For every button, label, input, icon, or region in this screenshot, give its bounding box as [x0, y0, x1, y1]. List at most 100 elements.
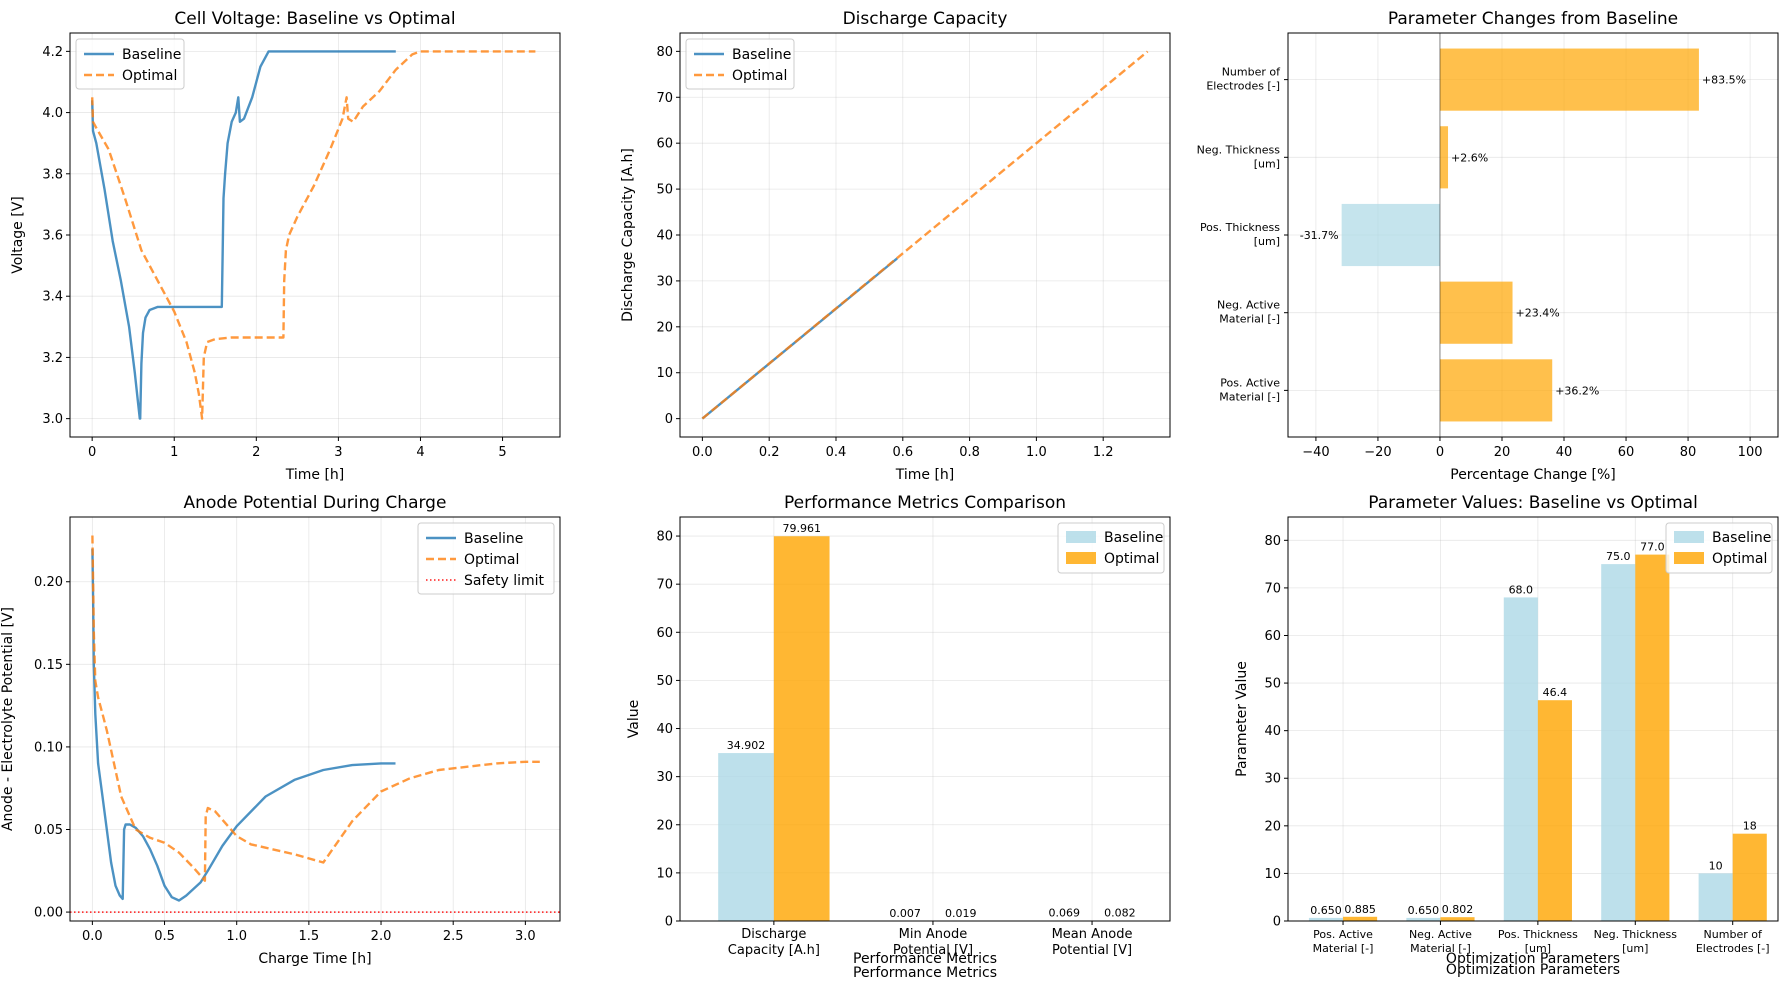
category-label: Material [-]: [1410, 942, 1471, 955]
y-tick-label: 3.8: [42, 167, 63, 182]
category-label: Material [-]: [1313, 942, 1374, 955]
legend-label: Optimal: [1104, 551, 1159, 567]
y-tick-label: 30: [656, 770, 673, 785]
series-line-optimal: [91, 50, 536, 420]
x-tick-label: 60: [1618, 445, 1635, 460]
y-tick-label: 0: [665, 412, 673, 427]
category-label: Mean Anode: [1052, 927, 1133, 942]
legend-label: Optimal: [1712, 551, 1767, 567]
x-axis-label: Performance Metrics: [853, 951, 997, 967]
legend-box: [685, 38, 795, 90]
bar-baseline: [1308, 917, 1344, 921]
bar-baseline: [718, 753, 774, 921]
y-tick-label: 70: [656, 91, 673, 106]
x-axis-label: Time [h]: [285, 467, 345, 483]
chart-title: Anode Potential During Charge: [184, 493, 447, 513]
bar-value-label: -31.7%: [1300, 229, 1339, 242]
y-tick-label: 20: [656, 818, 673, 833]
x-tick-label: −20: [1364, 445, 1391, 460]
category-label: Pos. Thickness: [1498, 928, 1578, 941]
x-tick-label: 3.0: [515, 929, 536, 944]
bar-value-label: 77.0: [1640, 541, 1665, 554]
legend-box: [75, 38, 185, 90]
y-tick-label: 4.2: [42, 45, 63, 60]
bar-value-label: +83.5%: [1702, 74, 1746, 87]
bar-optimal: [1635, 554, 1670, 921]
x-axis-label: Optimization Parameters: [1446, 962, 1620, 978]
x-axis-label: Performance Metrics: [853, 965, 997, 981]
y-tick-label: 0.20: [34, 575, 63, 590]
legend-label: Baseline: [464, 531, 523, 547]
chart-discharge-capacity: Discharge Capacity Time [h] Discharge Capa…: [620, 9, 1171, 483]
x-tick-label: 1.0: [226, 929, 247, 944]
chart-title: Discharge Capacity: [843, 9, 1008, 29]
bar: [1439, 48, 1699, 111]
bar-value-label: +36.2%: [1555, 384, 1599, 397]
y-tick-label: 80: [656, 530, 673, 545]
y-tick-label: 60: [1264, 629, 1281, 644]
bar-optimal: [1440, 917, 1475, 921]
legend-label: Baseline: [1712, 530, 1771, 546]
bar: [1439, 281, 1513, 344]
axes-frame: [69, 516, 561, 922]
x-tick-label: 0.6: [892, 445, 913, 460]
y-tick-label: 0.10: [34, 740, 63, 755]
chart-title: Parameter Changes from Baseline: [1388, 9, 1678, 29]
chart-parameter-values: Parameter Values: Baseline vs Optimal Opt…: [1234, 493, 1779, 978]
bar-value-label: 0.069: [1048, 907, 1080, 920]
bar-value-label: 68.0: [1509, 583, 1534, 596]
bar-baseline: [1503, 597, 1538, 921]
legend-label: Safety limit: [464, 573, 545, 589]
bar: [1341, 203, 1440, 267]
bar-value-label: 18: [1743, 820, 1757, 833]
bar-baseline: [1406, 917, 1441, 921]
x-tick-label: 20: [1494, 445, 1511, 460]
bar: [1439, 359, 1553, 422]
category-label: [um]: [1254, 235, 1280, 248]
series-line-optimal: [91, 535, 540, 882]
category-label: Neg. Active: [1217, 299, 1280, 312]
y-tick-label: 80: [656, 45, 673, 60]
y-tick-label: 40: [656, 722, 673, 737]
y-tick-label: 0.05: [34, 823, 63, 838]
legend-label: Optimal: [122, 68, 177, 84]
legend-swatch-optimal: [1674, 552, 1704, 564]
chart-title: Parameter Values: Baseline vs Optimal: [1368, 493, 1698, 513]
bar-value-label: 79.961: [782, 522, 821, 535]
y-tick-label: 80: [1264, 534, 1281, 549]
y-tick-label: 0: [665, 915, 673, 930]
category-label: Potential [V]: [1052, 943, 1132, 958]
y-tick-label: 20: [656, 320, 673, 335]
legend-swatch-baseline: [1066, 531, 1096, 543]
x-axis-label: Percentage Change [%]: [1450, 467, 1615, 483]
series-line-baseline: [91, 548, 396, 902]
bar: [1439, 126, 1449, 189]
legend-label: Baseline: [1104, 530, 1163, 546]
category-label: Min Anode: [899, 927, 968, 942]
series-line-optimal: [701, 50, 1149, 420]
legend-label: Baseline: [122, 47, 181, 63]
x-tick-label: 1.5: [299, 929, 320, 944]
y-axis-label: Value: [626, 700, 642, 738]
category-label: Neg. Thickness: [1594, 928, 1678, 941]
bar-value-label: 0.802: [1442, 903, 1474, 916]
x-tick-label: 2.5: [443, 929, 464, 944]
x-tick-label: 4: [416, 445, 424, 460]
x-axis-label: Charge Time [h]: [258, 951, 371, 967]
bar-value-label: +2.6%: [1451, 151, 1488, 164]
category-label: Discharge: [741, 927, 806, 942]
bar-optimal: [1732, 833, 1767, 921]
category-label: [um]: [1622, 942, 1648, 955]
y-tick-label: 3.6: [42, 229, 63, 244]
bar-value-label: 75.0: [1606, 550, 1631, 563]
y-tick-label: 3.4: [42, 290, 63, 305]
bar-value-label: 34.902: [727, 739, 766, 752]
bar-baseline: [1601, 564, 1636, 921]
y-tick-label: 70: [656, 578, 673, 593]
y-tick-label: 0.00: [34, 906, 63, 921]
y-tick-label: 30: [656, 274, 673, 289]
y-tick-label: 60: [656, 137, 673, 152]
chart-cell-voltage: Cell Voltage: Baseline vs Optimal Time [h…: [10, 9, 561, 483]
x-tick-label: 0.5: [154, 929, 175, 944]
